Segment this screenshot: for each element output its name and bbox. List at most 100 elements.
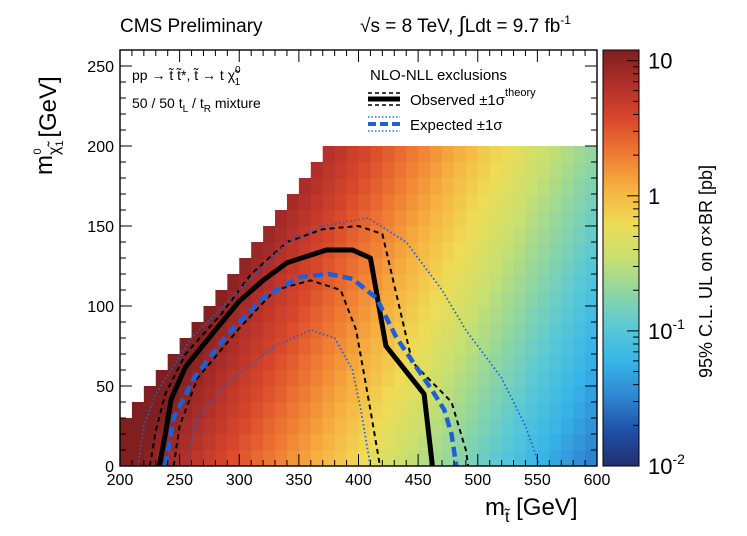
heatmap-cell <box>406 386 419 403</box>
heatmap-cell <box>358 258 371 275</box>
heatmap-cell <box>477 322 491 339</box>
heatmap-cell <box>453 322 467 339</box>
heatmap-cell <box>310 434 324 451</box>
heatmap-cell <box>298 434 312 451</box>
heatmap-cell <box>322 418 336 435</box>
heatmap-cell <box>561 162 574 179</box>
heatmap-cell <box>310 370 324 387</box>
heatmap-cell <box>382 290 395 307</box>
heatmap-cell <box>358 210 371 227</box>
heatmap-cell <box>453 354 467 371</box>
heatmap-cell <box>561 290 574 307</box>
heatmap-cell <box>573 178 586 195</box>
heatmap-cell <box>501 258 515 275</box>
mix-c: mixture <box>211 95 261 111</box>
heatmap-cell <box>441 210 455 227</box>
heatmap-cell <box>430 146 443 163</box>
heatmap-cell <box>239 370 252 387</box>
heatmap-cell <box>382 146 395 163</box>
heatmap-cell <box>322 386 336 403</box>
heatmap-cell <box>430 418 443 435</box>
heatmap-cell <box>501 306 515 323</box>
heatmap-cell <box>430 354 443 371</box>
heatmap-cell <box>561 226 574 243</box>
heatmap-cell <box>501 226 515 243</box>
heatmap-cell <box>155 386 169 403</box>
heatmap-cell <box>430 194 443 211</box>
heatmap-cell <box>465 386 479 403</box>
heatmap-cell <box>537 146 550 163</box>
heatmap-cell <box>573 402 586 419</box>
heatmap-cell <box>441 162 455 179</box>
heatmap-cell <box>465 258 479 275</box>
heatmap-cell <box>561 194 574 211</box>
y-tick-label: 0 <box>105 459 114 476</box>
heatmap-cell <box>298 258 312 275</box>
heatmap-cell <box>549 258 562 275</box>
heatmap-cell <box>585 258 598 275</box>
heatmap-cell <box>334 290 348 307</box>
process-sub: 1 <box>235 77 241 88</box>
x-tick-label: 500 <box>464 472 491 489</box>
heatmap-cell <box>286 322 300 339</box>
heatmap-cell <box>382 418 395 435</box>
mix-sub-l: L <box>183 104 189 115</box>
heatmap-cell <box>513 306 526 323</box>
heatmap-cell <box>286 210 300 227</box>
heatmap-cell <box>418 242 431 259</box>
heatmap-cell <box>430 162 443 179</box>
heatmap-cell <box>441 354 455 371</box>
heatmap-cell <box>549 386 562 403</box>
x-ticks: 200 250 300 350 400 450 500 550 600 <box>107 50 610 489</box>
heatmap-cell <box>322 338 336 355</box>
heatmap-cell <box>370 386 383 403</box>
heatmap-cell <box>441 402 455 419</box>
heatmap-cell <box>418 306 431 323</box>
heatmap-cell <box>286 434 300 451</box>
heatmap-cell <box>346 194 359 211</box>
heatmap-cell <box>394 146 407 163</box>
heatmap-cell <box>394 258 407 275</box>
heatmap-cell <box>489 450 503 467</box>
heatmap-cell <box>418 354 431 371</box>
heatmap-cell <box>406 258 419 275</box>
heatmap-cell <box>120 434 133 451</box>
heatmap-cell <box>501 434 515 451</box>
heatmap-cell <box>477 162 491 179</box>
heatmap-cell <box>394 370 407 387</box>
z-tick-label-1: 1 <box>648 184 660 209</box>
heatmap-cell <box>477 402 491 419</box>
color-scale-frame <box>602 49 640 467</box>
color-scale-bar <box>603 50 639 466</box>
heatmap-cell <box>203 370 216 387</box>
heatmap-cell <box>489 162 503 179</box>
heatmap-cell <box>561 146 574 163</box>
heatmap-cell <box>370 338 383 355</box>
heatmap-cell <box>394 194 407 211</box>
heatmap-cell <box>239 434 252 451</box>
heatmap-cell <box>585 210 598 227</box>
heatmap-cell <box>370 450 383 467</box>
heatmap-cell <box>275 290 288 307</box>
heatmap-cell <box>322 402 336 419</box>
heatmap-cell <box>370 146 383 163</box>
heatmap-cell <box>346 306 359 323</box>
heatmap-cell <box>406 194 419 211</box>
heatmap-cell <box>358 178 371 195</box>
heatmap-cell <box>537 210 550 227</box>
process-decay: pp → t̃ t̃*, t̃ → t χ̃ <box>132 67 240 83</box>
heatmap-cell <box>310 194 324 211</box>
heatmap-cell <box>298 450 312 467</box>
heatmap-cell <box>573 322 586 339</box>
heatmap-cell <box>322 146 336 163</box>
z-ticks <box>627 60 639 467</box>
heatmap-cell <box>585 354 598 371</box>
heatmap-cell <box>275 354 288 371</box>
heatmap-cell <box>525 226 538 243</box>
heatmap-cell <box>251 322 264 339</box>
heatmap-cell <box>513 354 526 371</box>
heatmap-cell <box>263 226 276 243</box>
heatmap-cell <box>370 418 383 435</box>
heatmap-cell <box>251 386 264 403</box>
contour-observed <box>156 247 435 467</box>
